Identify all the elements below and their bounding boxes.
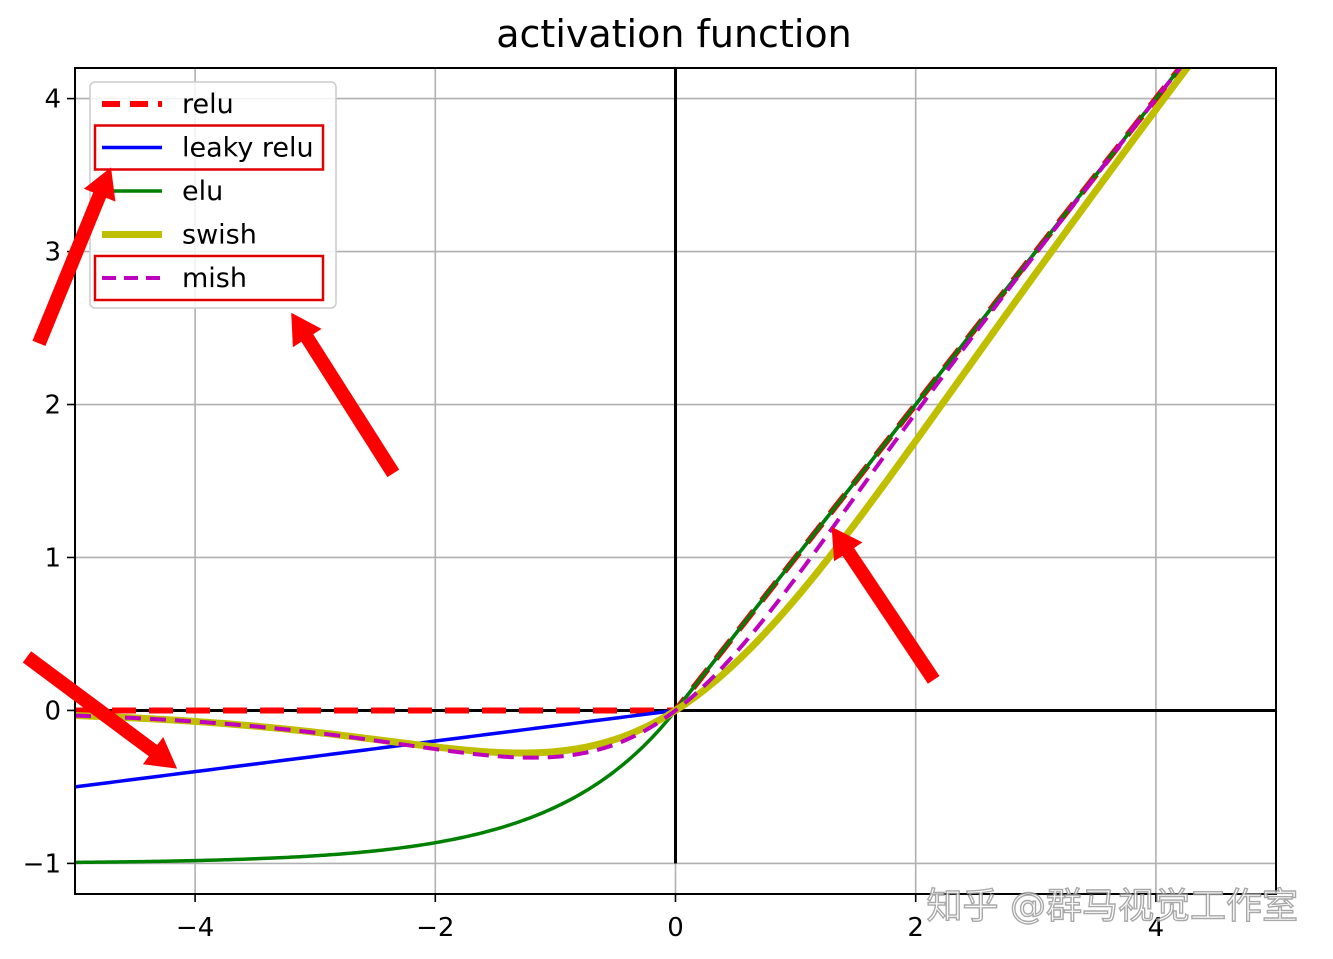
x-tick-label: 2	[907, 913, 924, 943]
annotation-arrow	[32, 167, 116, 346]
highlight-box-mish	[93, 254, 325, 302]
y-tick-label: 4	[44, 85, 61, 115]
x-tick-label: 0	[667, 913, 684, 943]
y-tick-label: −1	[23, 849, 61, 879]
legend-label-swish: swish	[182, 220, 257, 251]
legend-label-leaky-relu: leaky relu	[182, 133, 314, 164]
chart-title: activation function	[496, 12, 852, 56]
legend-label-elu: elu	[182, 176, 223, 207]
legend-label-relu: relu	[182, 89, 234, 120]
y-tick-label: 1	[44, 543, 61, 573]
legend-box	[89, 81, 337, 309]
y-tick-label: 3	[44, 238, 61, 268]
y-tick-label: 2	[44, 391, 61, 421]
series-lines	[75, 68, 1192, 865]
legend: relu leaky relu elu swish mish	[89, 81, 337, 309]
legend-label-mish: mish	[182, 263, 247, 294]
y-tick-label: 0	[44, 696, 61, 726]
annotation-arrow	[22, 651, 178, 769]
x-tick-label: 4	[1148, 913, 1165, 943]
annotation-arrow	[831, 526, 940, 684]
x-tick-label: −2	[416, 913, 454, 943]
highlight-box-leaky-relu	[93, 124, 325, 171]
axis-ticks: −4 −2 0 2 4 −1 0 1 2 3 4	[23, 85, 1165, 943]
watermark: 知乎 @群马视觉工作室	[927, 886, 1298, 927]
annotation-arrows	[22, 167, 940, 769]
annotation-arrow	[291, 312, 400, 478]
series-line-mish	[75, 68, 1183, 760]
x-tick-label: −4	[176, 913, 214, 943]
